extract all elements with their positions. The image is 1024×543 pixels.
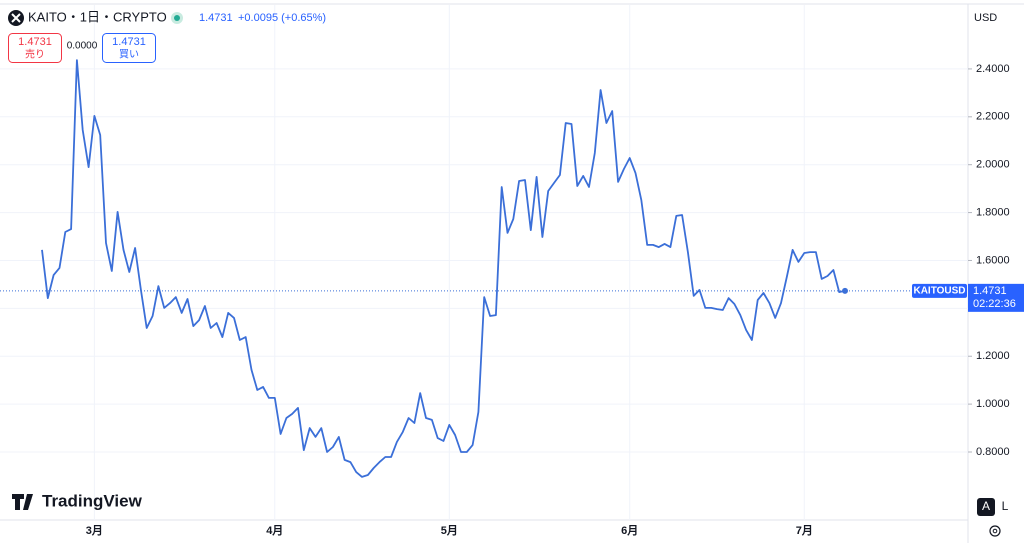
- last-point: [842, 287, 848, 294]
- y-tick-label: 1.0000: [976, 398, 1010, 410]
- sell-button[interactable]: [8, 33, 62, 63]
- y-tick-label: 2.4000: [976, 63, 1010, 75]
- y-tick-label: 1.6000: [976, 254, 1010, 266]
- symbol-tag-label: KAITOUSD: [913, 285, 965, 296]
- price-tag: [968, 283, 1024, 312]
- auto-scale-label[interactable]: A: [982, 499, 990, 513]
- x-tick-label: 7月: [796, 524, 813, 537]
- y-tick-label: 0.8000: [976, 446, 1010, 458]
- symbol-title[interactable]: KAITO・1日・CRYPTO: [28, 9, 167, 24]
- countdown: 02:22:36: [973, 298, 1016, 310]
- symbol-icon-glyph: [11, 13, 21, 23]
- price-tag-value: 1.4731: [973, 285, 1007, 297]
- x-tick-label: 6月: [621, 524, 638, 537]
- last-price: 1.4731: [199, 12, 233, 24]
- settings-icon-center: [992, 528, 998, 534]
- buy-button[interactable]: [102, 33, 156, 63]
- sell-label[interactable]: 売り: [25, 48, 45, 61]
- grid: 0.80001.00001.20001.40001.60001.80002.00…: [0, 5, 1010, 537]
- sell-price[interactable]: 1.4731: [18, 36, 52, 48]
- settings-icon[interactable]: [989, 525, 1001, 537]
- price-change: +0.0095 (+0.65%): [238, 12, 326, 24]
- price-line: [41, 59, 846, 478]
- y-tick-label: 2.0000: [976, 159, 1010, 171]
- status-dot: [174, 15, 180, 21]
- currency-button[interactable]: USD: [974, 12, 997, 24]
- y-tick-label: 1.8000: [976, 206, 1010, 218]
- symbol-tag: [912, 283, 967, 298]
- log-scale-button[interactable]: L: [1002, 499, 1009, 513]
- x-tick-label: 4月: [266, 524, 283, 537]
- buy-label[interactable]: 買い: [119, 49, 139, 61]
- x-tick-label: 3月: [86, 524, 103, 537]
- buy-price[interactable]: 1.4731: [112, 36, 146, 48]
- spread: 0.0000: [67, 41, 98, 52]
- plot: [0, 59, 968, 478]
- y-tick-label: 1.2000: [976, 350, 1010, 362]
- logo-icon: [12, 494, 33, 510]
- logo-text: TradingView: [42, 491, 143, 510]
- x-tick-label: 5月: [441, 524, 458, 537]
- auto-scale-button[interactable]: [977, 498, 995, 516]
- y-tick-label: 2.2000: [976, 111, 1010, 123]
